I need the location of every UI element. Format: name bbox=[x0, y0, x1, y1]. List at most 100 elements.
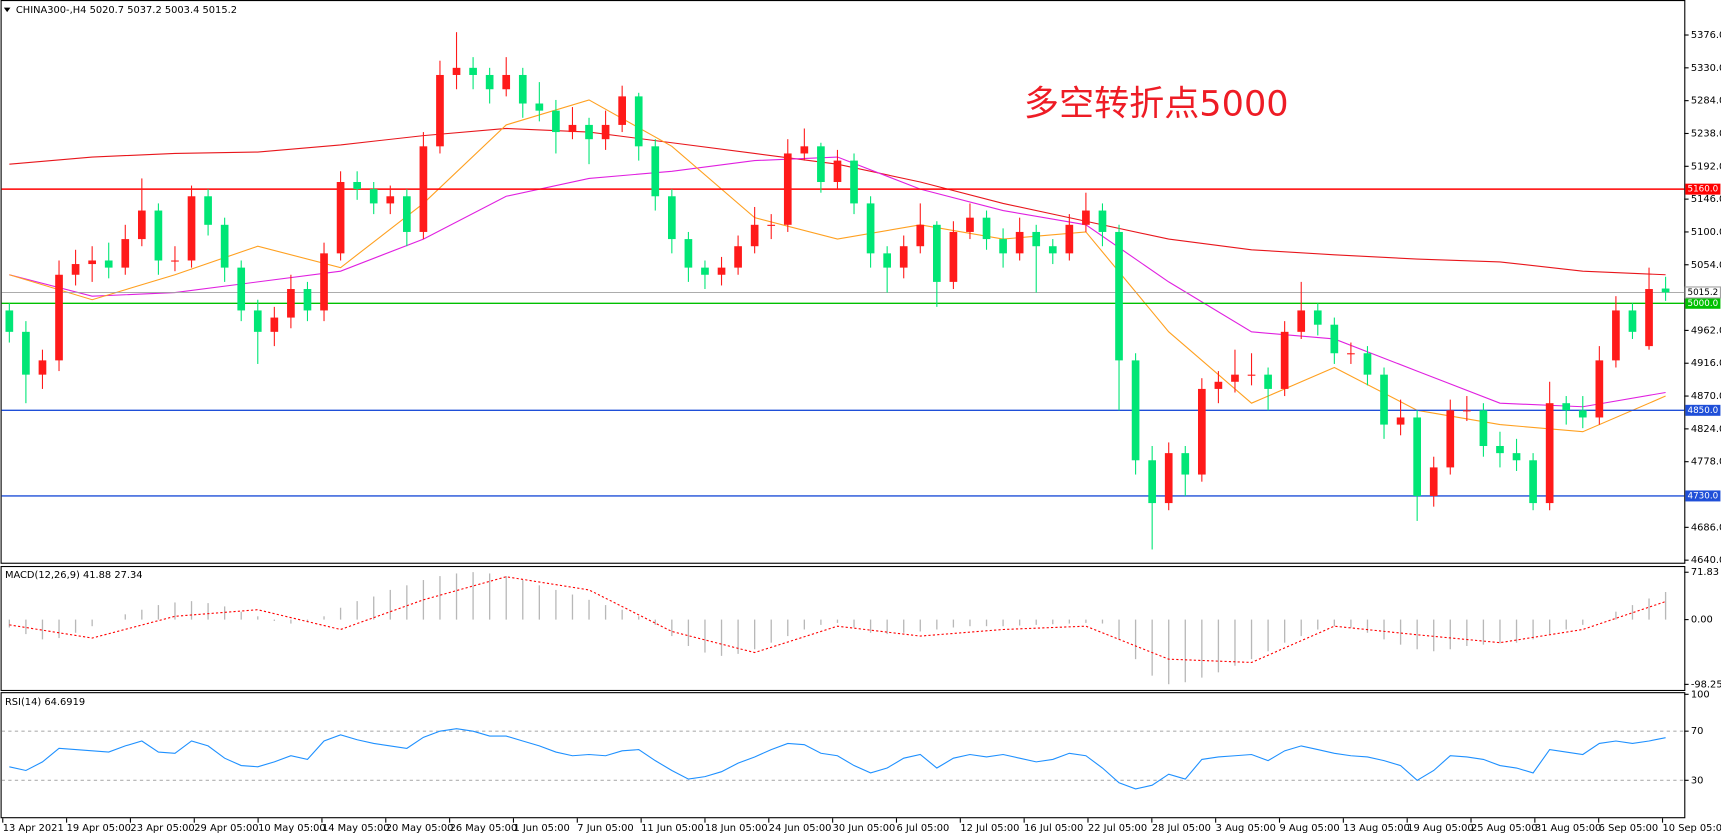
candle-body bbox=[734, 246, 742, 268]
candle-body bbox=[1562, 403, 1571, 411]
macd-signal bbox=[9, 576, 1666, 664]
candle-body bbox=[651, 146, 660, 197]
candle-body bbox=[38, 360, 47, 375]
candle-body bbox=[1231, 374, 1239, 382]
candle-body bbox=[502, 74, 511, 90]
candle-body bbox=[436, 74, 444, 147]
header-part: 41.88 bbox=[83, 570, 111, 581]
candle-body bbox=[1661, 288, 1670, 293]
x-tick-label: 13 Apr 2021 bbox=[3, 823, 64, 834]
x-tick-label: 19 Aug 05:00 bbox=[1407, 823, 1473, 834]
price-label: 5015.2 bbox=[1688, 288, 1719, 298]
candle-body bbox=[535, 103, 544, 111]
candle-body bbox=[1446, 410, 1455, 468]
candle-body bbox=[1578, 410, 1587, 418]
x-tick-label: 12 Jul 05:00 bbox=[960, 823, 1019, 834]
y-tick-label: 4962.0 bbox=[1691, 325, 1721, 336]
y-tick-label: 5376.0 bbox=[1691, 30, 1721, 41]
x-tick-label: 29 Apr 05:00 bbox=[194, 823, 258, 834]
level-label-box bbox=[1685, 297, 1721, 309]
x-tick-label: 22 Jul 05:00 bbox=[1088, 823, 1147, 834]
candle-body bbox=[71, 264, 80, 275]
x-tick-label: 13 Aug 05:00 bbox=[1343, 823, 1409, 834]
x-tick-label: 11 Jun 05:00 bbox=[641, 823, 704, 834]
candle-body bbox=[1396, 417, 1405, 425]
candle-body bbox=[419, 146, 428, 232]
y-tick-label: 0.00 bbox=[1691, 615, 1713, 626]
macd-panel bbox=[0, 565, 1686, 692]
candle-body bbox=[270, 317, 279, 332]
candle-body bbox=[55, 274, 63, 361]
moving-average bbox=[9, 99, 1666, 433]
candle-body bbox=[750, 224, 759, 247]
candle-body bbox=[1363, 353, 1372, 375]
candle-body bbox=[303, 289, 312, 311]
candle-body bbox=[717, 267, 726, 275]
candle-body bbox=[287, 289, 295, 318]
header-part: CHINA300-,H4 bbox=[16, 5, 87, 16]
candle-body bbox=[1048, 246, 1057, 254]
x-tick-label: 24 Jun 05:00 bbox=[769, 823, 832, 834]
candle-body bbox=[800, 146, 809, 154]
header-part: 64.6919 bbox=[44, 697, 85, 708]
candle-body bbox=[1297, 310, 1306, 332]
candle-body bbox=[1463, 410, 1471, 412]
y-tick-label: 4824.0 bbox=[1691, 424, 1721, 435]
candle-body bbox=[916, 224, 925, 247]
candle-body bbox=[336, 182, 345, 254]
panel-header: CHINA300-,H4 5020.7 5037.2 5003.4 5015.2 bbox=[16, 5, 237, 16]
candle-body bbox=[1164, 453, 1173, 504]
x-tick-label: 19 Apr 05:00 bbox=[67, 823, 131, 834]
candle-body bbox=[668, 196, 676, 240]
candle-body bbox=[634, 96, 643, 147]
candle-body bbox=[1082, 210, 1090, 225]
candle-body bbox=[485, 74, 494, 90]
level-label: 4850.0 bbox=[1688, 406, 1719, 416]
candle-body bbox=[701, 267, 709, 275]
candle-body bbox=[1330, 324, 1339, 354]
x-tick-label: 20 May 05:00 bbox=[386, 823, 454, 834]
candle-body bbox=[618, 96, 626, 125]
candle-body bbox=[369, 189, 378, 204]
candle-body bbox=[999, 239, 1007, 254]
candle-body bbox=[1181, 453, 1190, 475]
header-part: 5003.4 bbox=[165, 5, 200, 16]
candle-body bbox=[187, 196, 196, 261]
candle-body bbox=[1545, 403, 1554, 504]
y-tick-label: 5284.0 bbox=[1691, 96, 1721, 107]
header-part: 5015.2 bbox=[203, 5, 238, 16]
candle-body bbox=[982, 217, 991, 240]
candle-body bbox=[883, 253, 891, 268]
candle-body bbox=[5, 310, 14, 332]
candle-body bbox=[1131, 360, 1140, 461]
price-label-box bbox=[1684, 286, 1721, 299]
x-tick-label: 16 Jul 05:00 bbox=[1024, 823, 1083, 834]
candle-body bbox=[171, 260, 179, 262]
candle-body bbox=[833, 160, 842, 183]
annotation: 多空转折点5000 bbox=[1024, 83, 1289, 124]
candle-body bbox=[1628, 310, 1637, 332]
candle-body bbox=[22, 331, 30, 375]
candle-body bbox=[469, 67, 477, 75]
header-part: 5020.7 bbox=[90, 5, 125, 16]
y-tick-label: 4916.0 bbox=[1691, 358, 1721, 369]
y-tick-label: 5330.0 bbox=[1691, 63, 1721, 74]
candle-body bbox=[220, 224, 229, 268]
candle-body bbox=[1595, 360, 1604, 418]
x-tick-label: 28 Jul 05:00 bbox=[1152, 823, 1211, 834]
x-tick-label: 7 Jun 05:00 bbox=[577, 823, 633, 834]
y-tick-label: 4640.0 bbox=[1691, 555, 1721, 566]
menu-arrow bbox=[3, 7, 11, 13]
candle-body bbox=[121, 239, 130, 268]
candle-body bbox=[1347, 353, 1355, 355]
level-label: 4730.0 bbox=[1688, 491, 1719, 501]
level-label: 5000.0 bbox=[1688, 299, 1719, 309]
x-tick-label: 25 Aug 05:00 bbox=[1471, 823, 1537, 834]
x-tick-label: 10 Sep 05:00 bbox=[1663, 823, 1721, 834]
y-tick-label: 5238.0 bbox=[1691, 128, 1721, 139]
header-part: RSI(14) bbox=[5, 697, 41, 708]
candle-body bbox=[1214, 381, 1223, 389]
rsi-panel bbox=[0, 692, 1686, 819]
x-tick-label: 9 Aug 05:00 bbox=[1280, 823, 1340, 834]
